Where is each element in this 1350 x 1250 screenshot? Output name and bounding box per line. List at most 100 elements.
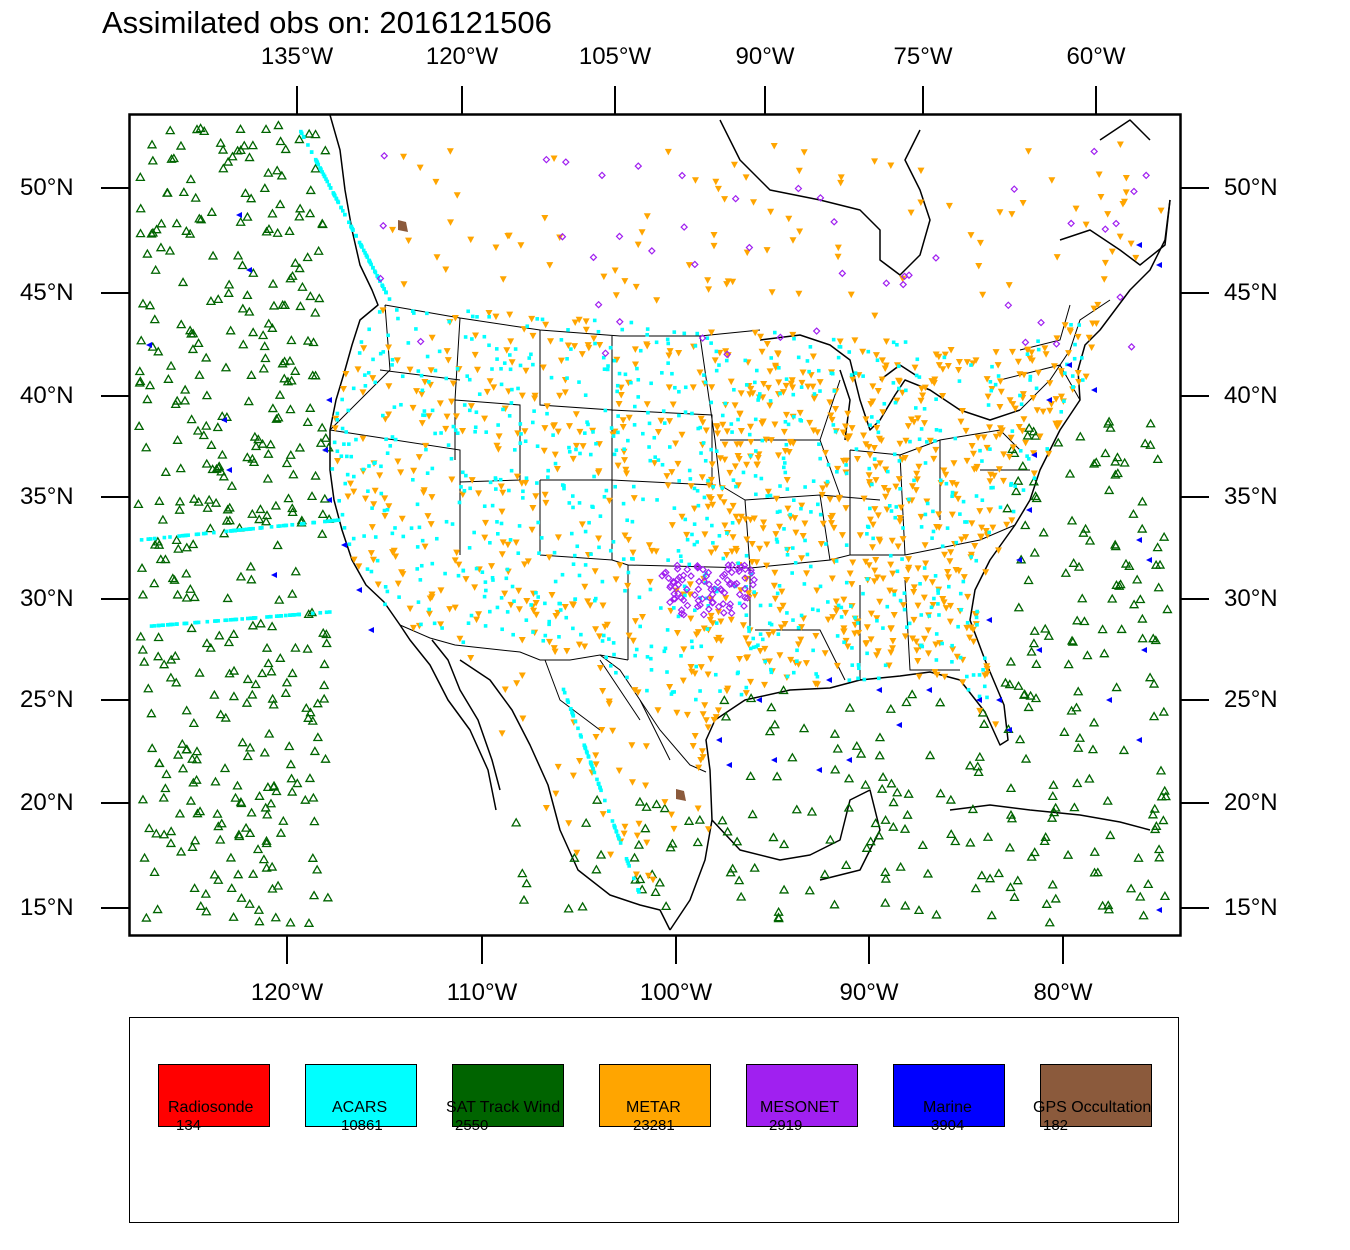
metar-marker bbox=[576, 758, 584, 765]
metar-marker bbox=[607, 851, 615, 859]
sat-track-wind-marker bbox=[206, 439, 217, 449]
marine-marker bbox=[1136, 537, 1142, 543]
metar-marker bbox=[1009, 444, 1017, 451]
mesonet-marker bbox=[542, 155, 551, 164]
acars-marker bbox=[566, 328, 570, 332]
acars-marker bbox=[683, 517, 688, 522]
sat-track-wind-marker bbox=[976, 870, 987, 880]
metar-marker bbox=[989, 524, 997, 532]
sat-track-wind-marker bbox=[177, 763, 189, 773]
acars-marker bbox=[808, 345, 813, 349]
metar-marker bbox=[976, 707, 984, 715]
metar-marker bbox=[631, 687, 639, 694]
acars-marker bbox=[687, 562, 692, 567]
sat-track-wind-marker bbox=[1150, 559, 1162, 569]
acars-marker bbox=[615, 389, 619, 394]
acars-marker bbox=[894, 505, 899, 509]
legend-label-metar: METAR bbox=[626, 1099, 681, 1116]
acars-marker bbox=[543, 601, 547, 606]
metar-marker bbox=[819, 520, 827, 528]
acars-marker bbox=[586, 422, 590, 427]
acars-marker bbox=[570, 711, 575, 716]
sat-track-wind-marker bbox=[250, 441, 262, 451]
metar-marker bbox=[702, 717, 710, 724]
sat-track-wind-marker bbox=[984, 873, 996, 883]
sat-track-wind-marker bbox=[1102, 795, 1113, 805]
acars-marker bbox=[315, 160, 319, 164]
metar-marker bbox=[691, 177, 699, 184]
metar-marker bbox=[701, 702, 709, 709]
acars-marker bbox=[467, 408, 472, 413]
acars-marker bbox=[558, 608, 563, 612]
metar-marker bbox=[748, 558, 756, 566]
sat-track-wind-marker bbox=[1074, 732, 1086, 742]
metar-marker bbox=[766, 368, 774, 375]
mesonet-marker bbox=[678, 171, 686, 180]
sat-track-wind-marker bbox=[209, 689, 220, 699]
metar-marker bbox=[451, 314, 459, 322]
mesonet-marker bbox=[723, 350, 732, 359]
mesonet-marker bbox=[731, 194, 740, 203]
sat-track-wind-marker bbox=[242, 674, 253, 684]
sat-track-wind-marker bbox=[254, 790, 265, 800]
acars-marker bbox=[241, 527, 246, 532]
metar-marker bbox=[737, 427, 745, 435]
metar-marker bbox=[913, 470, 921, 478]
sat-track-wind-marker bbox=[253, 434, 264, 444]
metar-marker bbox=[354, 366, 362, 373]
acars-marker bbox=[367, 327, 371, 332]
acars-marker bbox=[793, 561, 798, 565]
acars-marker bbox=[649, 656, 653, 661]
metar-marker bbox=[678, 513, 686, 521]
acars-marker bbox=[325, 519, 329, 524]
metar-marker bbox=[771, 569, 779, 577]
sat-track-wind-marker bbox=[1100, 448, 1111, 458]
acars-marker bbox=[577, 501, 582, 505]
mesonet-marker bbox=[664, 574, 673, 583]
metar-marker bbox=[930, 455, 938, 463]
metar-marker bbox=[972, 465, 980, 473]
legend-item-acars bbox=[305, 1064, 417, 1127]
metar-marker bbox=[1066, 328, 1074, 336]
metar-marker bbox=[638, 229, 646, 236]
acars-marker bbox=[1059, 410, 1064, 414]
acars-marker bbox=[412, 311, 416, 315]
acars-marker bbox=[205, 619, 210, 624]
metar-marker bbox=[913, 647, 921, 654]
acars-marker bbox=[449, 456, 454, 461]
acars-marker bbox=[488, 480, 493, 485]
metar-marker bbox=[612, 576, 620, 583]
acars-marker bbox=[276, 524, 280, 528]
acars-marker bbox=[390, 435, 395, 439]
acars-marker bbox=[796, 355, 801, 360]
metar-marker bbox=[969, 450, 977, 458]
acars-marker bbox=[499, 521, 504, 526]
metar-marker bbox=[975, 262, 983, 270]
acars-marker bbox=[936, 588, 940, 593]
acars-marker bbox=[792, 414, 796, 419]
metar-marker bbox=[777, 624, 785, 632]
metar-marker bbox=[634, 241, 642, 249]
sat-track-wind-marker bbox=[262, 782, 274, 792]
top-lon-label-105w: 105°W bbox=[578, 43, 652, 70]
metar-marker bbox=[761, 681, 769, 689]
acars-marker bbox=[467, 377, 472, 382]
acars-marker bbox=[868, 423, 872, 428]
acars-marker bbox=[415, 545, 420, 549]
sat-track-wind-marker bbox=[220, 362, 232, 372]
sat-track-wind-marker bbox=[880, 873, 891, 883]
sat-track-wind-marker bbox=[185, 795, 197, 805]
acars-marker bbox=[887, 504, 892, 508]
metar-marker bbox=[663, 473, 671, 480]
metar-marker bbox=[778, 588, 786, 596]
sat-track-wind-marker bbox=[1019, 689, 1030, 699]
metar-marker bbox=[947, 549, 955, 556]
metar-marker bbox=[1157, 207, 1165, 215]
acars-marker bbox=[709, 400, 714, 405]
sat-track-wind-marker bbox=[1160, 791, 1171, 801]
metar-marker bbox=[1101, 259, 1109, 267]
acars-marker bbox=[695, 540, 699, 544]
metar-marker bbox=[734, 452, 742, 460]
metar-marker bbox=[871, 506, 879, 513]
acars-marker bbox=[490, 367, 494, 371]
